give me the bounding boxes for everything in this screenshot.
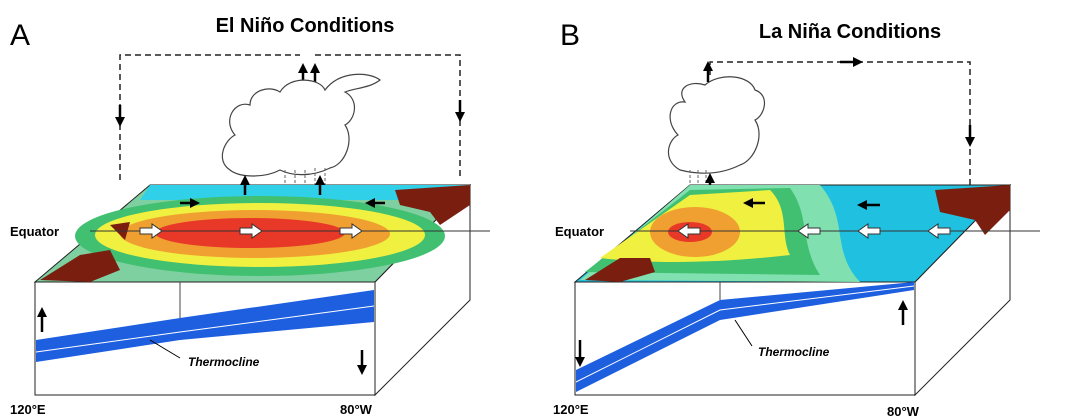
cool-band bbox=[140, 185, 470, 200]
current-arrow bbox=[927, 223, 951, 239]
land bbox=[40, 250, 120, 282]
equator-label: Equator bbox=[10, 224, 59, 239]
land bbox=[585, 258, 655, 282]
panel-el-nino: A El Niño Conditions bbox=[10, 15, 490, 417]
panel-letter: B bbox=[560, 19, 580, 52]
panel-title: El Niño Conditions bbox=[216, 15, 395, 37]
current-arrow bbox=[339, 223, 363, 239]
thermocline-label: Thermocline bbox=[758, 345, 830, 359]
thermocline-layer bbox=[36, 290, 374, 362]
leader bbox=[734, 319, 753, 347]
cloud bbox=[221, 73, 381, 177]
current-arrow bbox=[797, 223, 821, 239]
panel-la-nina: B La Niña Conditions Thermocline bbox=[553, 19, 1040, 419]
longitude-label: 120°E bbox=[10, 402, 46, 417]
leader bbox=[149, 339, 181, 359]
current-arrow bbox=[857, 223, 881, 239]
equator-label: Equator bbox=[555, 224, 604, 239]
current-arrow bbox=[677, 223, 701, 239]
panel-title: La Niña Conditions bbox=[759, 21, 941, 43]
panel-letter: A bbox=[10, 19, 30, 52]
longitude-label: 80°W bbox=[887, 404, 920, 419]
land bbox=[395, 185, 470, 225]
thermocline-label: Thermocline bbox=[188, 355, 260, 369]
longitude-label: 120°E bbox=[553, 402, 589, 417]
land bbox=[935, 185, 1010, 235]
walker-circulation bbox=[119, 54, 461, 180]
current-arrow bbox=[239, 223, 263, 239]
longitude-label: 80°W bbox=[340, 402, 373, 417]
thermocline-line bbox=[35, 305, 375, 353]
current-arrow bbox=[139, 223, 163, 239]
thermocline-layer bbox=[576, 282, 914, 392]
cloud bbox=[667, 76, 765, 174]
thermocline-line bbox=[575, 285, 915, 383]
